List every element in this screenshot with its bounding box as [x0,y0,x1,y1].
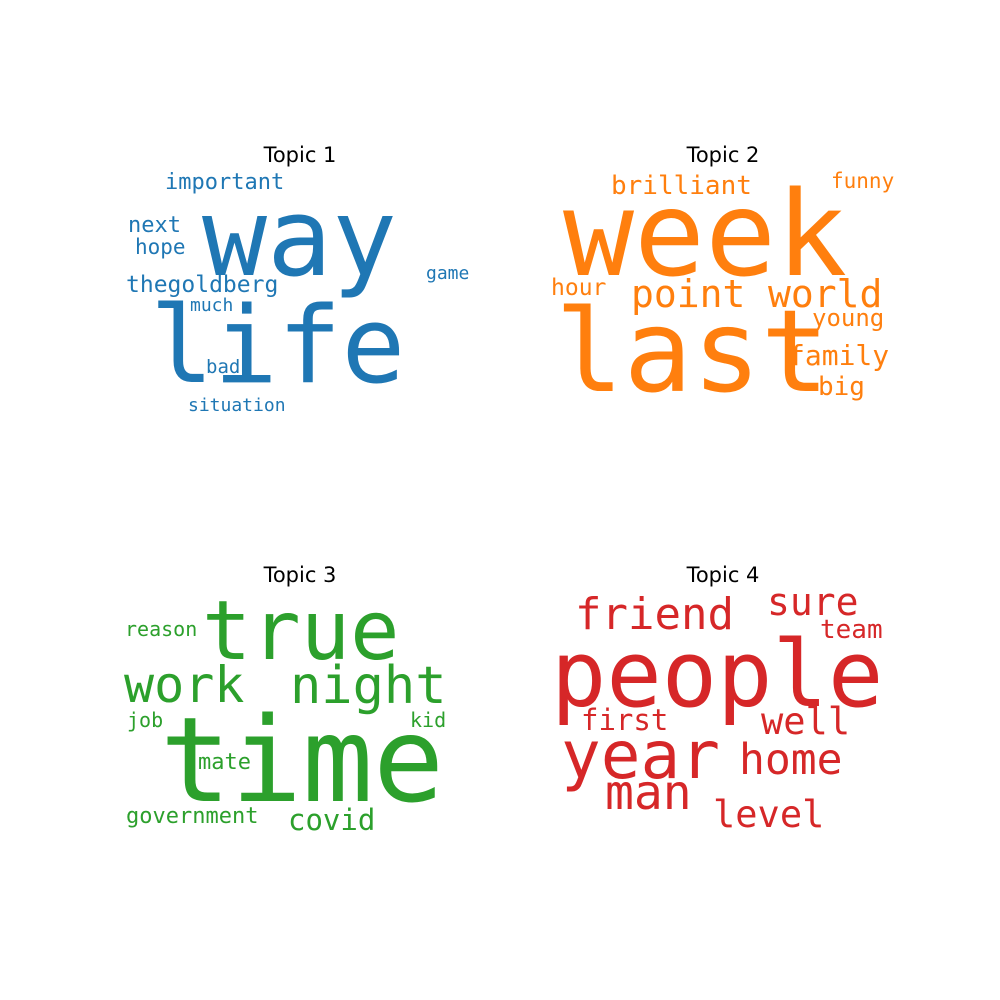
cloud-word: friend [575,589,734,640]
cloud-word: night [290,656,447,716]
cloud-word: point [631,272,746,316]
word-cloud-panel-topic-3: Topic 3 true time reason work night job … [120,563,480,863]
word-cloud: way life important next hope thegoldberg… [120,143,480,443]
cloud-word: hope [135,235,186,259]
cloud-word: last [555,285,830,418]
cloud-word: well [761,700,851,743]
cloud-word: home [739,735,843,785]
cloud-word: first [581,703,669,737]
word-cloud: week last brilliant funny hour point wor… [543,143,903,443]
panel-title: Topic 2 [686,143,760,167]
cloud-word: man [605,765,692,821]
word-cloud-panel-topic-4: Topic 4 people friend sure team first we… [543,563,903,863]
cloud-word: year [561,717,720,794]
cloud-word: game [426,263,470,284]
cloud-word: mate [198,750,251,775]
cloud-word: hour [551,275,607,301]
cloud-word: kid [410,708,447,732]
panel-title: Topic 1 [263,143,337,167]
word-cloud-panel-topic-2: Topic 2 week last brilliant funny hour p… [543,143,903,443]
cloud-word: family [788,339,890,372]
cloud-word: time [160,691,445,829]
cloud-word: covid [288,803,376,837]
word-cloud-panel-topic-1: Topic 1 way life important next hope the… [120,143,480,443]
cloud-word: life [150,284,406,407]
cloud-word: world [768,272,883,316]
cloud-word: job [127,708,164,732]
cloud-word: way [202,176,398,301]
cloud-word: work [124,656,245,714]
cloud-word: week [563,165,848,303]
cloud-word: sure [767,580,859,624]
word-cloud: true time reason work night job kid mate… [120,563,480,863]
cloud-word: situation [188,395,286,416]
panel-title: Topic 3 [263,563,337,587]
cloud-word: big [818,372,865,402]
cloud-word: people [551,621,884,728]
cloud-word: thegoldberg [126,272,279,298]
cloud-word: brilliant [611,171,752,201]
cloud-word: team [820,615,883,645]
cloud-word: important [165,170,285,195]
cloud-word: much [190,295,234,316]
cloud-word: funny [831,169,895,193]
word-cloud: people friend sure team first well year … [543,563,903,863]
cloud-word: true [202,584,400,679]
cloud-word: government [126,804,259,829]
cloud-word: next [128,213,181,238]
cloud-word: reason [125,617,198,641]
cloud-word: level [713,793,825,836]
cloud-word: bad [206,356,241,378]
cloud-word: young [812,304,885,332]
panel-title: Topic 4 [686,563,760,587]
